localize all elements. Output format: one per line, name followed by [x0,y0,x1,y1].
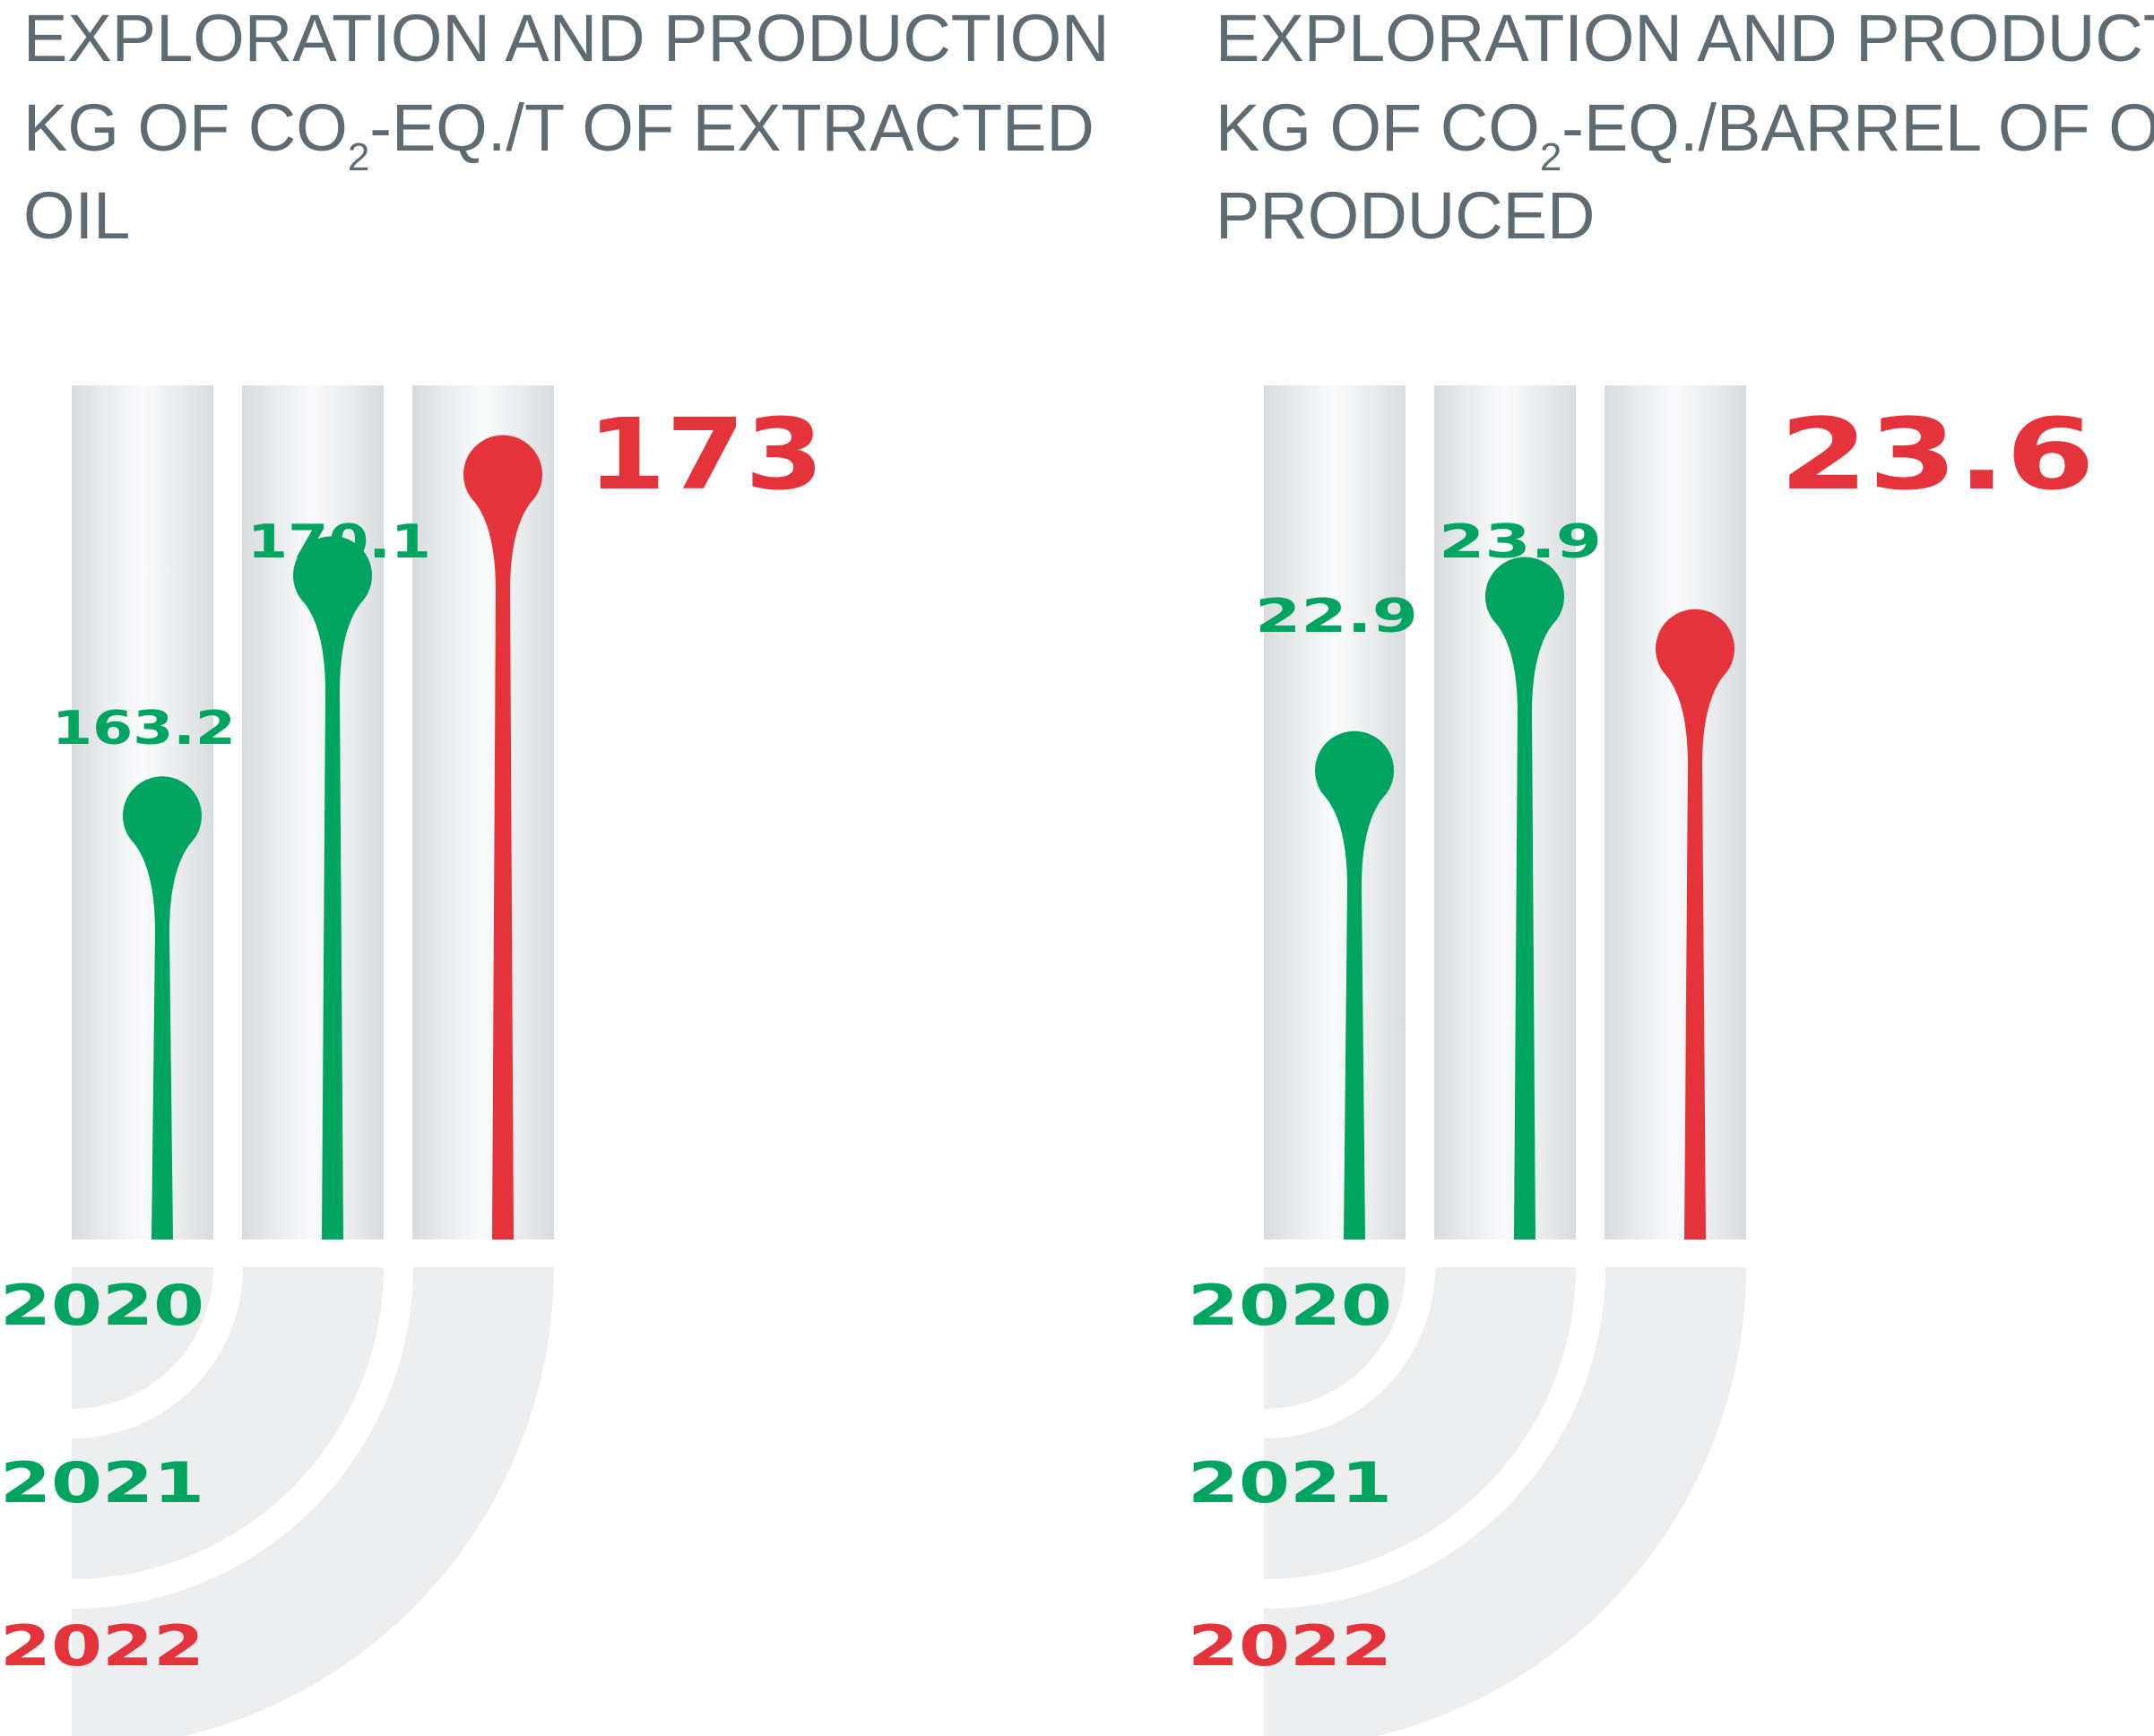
tube-2020 [1264,385,1406,1239]
tube-2021 [242,385,384,1239]
stem-2022 [1666,675,1724,1239]
curved-tube-2021 [1264,1267,1576,1579]
year-label-2021: 2021 [1188,1450,1392,1516]
year-label-2020: 2020 [0,1273,204,1338]
stem-2020 [1326,797,1383,1239]
right-chart-panel: EXPLORATION AND PRODUCTION KG OF CO2-EQ.… [1188,1,2154,1736]
head-2021 [293,536,372,616]
left-chart-panel: EXPLORATION AND PRODUCTION KG OF CO2-EQ.… [0,1,1110,1736]
curved-tube-2020 [72,1267,213,1409]
value-label-2022: 173 [587,397,824,512]
left-chart-title-line-2: KG OF CO2-EQ./T OF EXTRACTED [23,91,1094,179]
head-2021 [1485,557,1564,636]
value-label-2020: 163.2 [52,702,236,756]
stem-2021 [1496,623,1553,1239]
left-chart-title-line-1: EXPLORATION AND PRODUCTION [23,1,1110,75]
tube-2022 [412,385,554,1239]
curved-tube-2021 [72,1267,384,1579]
head-2020 [123,776,202,856]
year-label-2022: 2022 [1188,1613,1392,1679]
head-2020 [1315,730,1394,810]
value-label-2021: 23.9 [1439,515,1602,569]
left-chart-title-line-3: OIL [23,178,130,253]
year-label-2020: 2020 [1188,1273,1392,1338]
right-chart-title-line-1: EXPLORATION AND PRODUCTION [1215,1,2154,75]
value-label-2021: 170.1 [247,515,431,569]
stem-2022 [474,501,532,1239]
stem-2021 [304,602,361,1239]
value-label-2022: 23.6 [1779,397,2095,512]
stem-2020 [134,842,191,1239]
curved-tube-2022 [1264,1267,1746,1736]
curved-tube-2020 [1264,1267,1406,1409]
right-chart-title-line-3: PRODUCED [1215,178,1595,253]
year-label-2021: 2021 [0,1450,204,1516]
tube-2022 [1605,385,1746,1239]
curved-tube-2022 [72,1267,554,1736]
value-label-2020: 22.9 [1255,590,1418,643]
tube-2021 [1434,385,1576,1239]
right-chart-title-line-2: KG OF CO2-EQ./BARREL OF OIL [1215,91,2154,179]
year-label-2022: 2022 [0,1613,204,1679]
head-2022 [1656,609,1734,688]
head-2022 [463,435,542,514]
